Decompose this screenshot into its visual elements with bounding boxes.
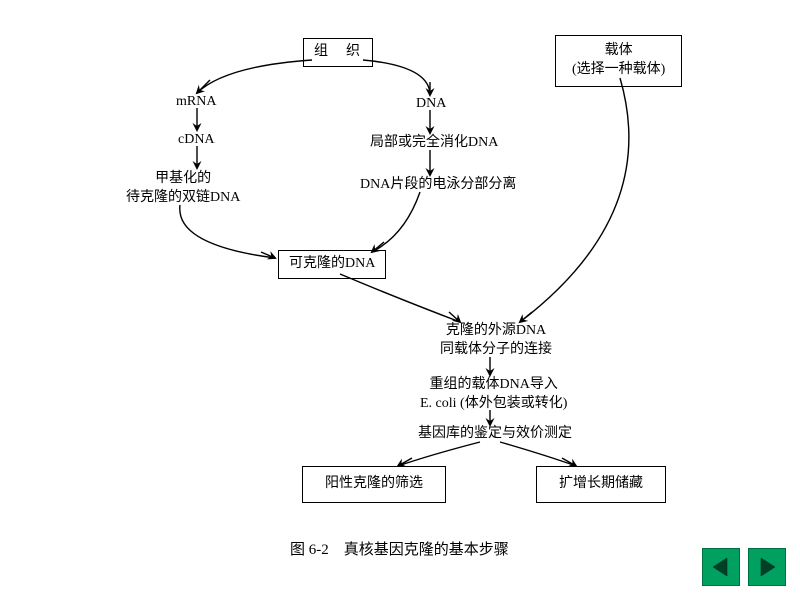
node-positive-text: 阳性克隆的筛选 [325, 476, 423, 491]
label-mrna: mRNA [176, 93, 216, 112]
flow-arrows [0, 0, 800, 600]
label-dna: DNA [416, 95, 446, 114]
prev-button[interactable] [702, 548, 740, 586]
label-transform: 重组的载体DNA导入E. coli (体外包装或转化) [420, 376, 567, 414]
label-cdna: cDNA [178, 131, 215, 150]
triangle-left-icon [710, 556, 732, 578]
node-cloneable: 可克隆的DNA [278, 250, 386, 279]
node-cloneable-text: 可克隆的DNA [289, 256, 375, 271]
node-amplify-text: 扩增长期储藏 [559, 476, 643, 491]
node-vector: 载体(选择一种载体) [555, 35, 682, 87]
label-electroph: DNA片段的电泳分部分离 [360, 176, 516, 195]
next-button[interactable] [748, 548, 786, 586]
node-vector-text: 载体(选择一种载体) [572, 43, 665, 77]
node-amplify: 扩增长期储藏 [536, 466, 666, 503]
label-ligation: 克隆的外源DNA同载体分子的连接 [440, 322, 552, 360]
label-digest: 局部或完全消化DNA [370, 134, 498, 153]
node-tissue-text: 组 织 [314, 44, 362, 59]
node-tissue: 组 织 [303, 38, 373, 67]
triangle-right-icon [756, 556, 778, 578]
node-positive: 阳性克隆的筛选 [302, 466, 446, 503]
label-methyl: 甲基化的待克隆的双链DNA [126, 170, 240, 208]
label-libeval: 基因库的鉴定与效价测定 [418, 425, 572, 444]
figure-caption: 图 6-2 真核基因克隆的基本步骤 [290, 538, 509, 559]
